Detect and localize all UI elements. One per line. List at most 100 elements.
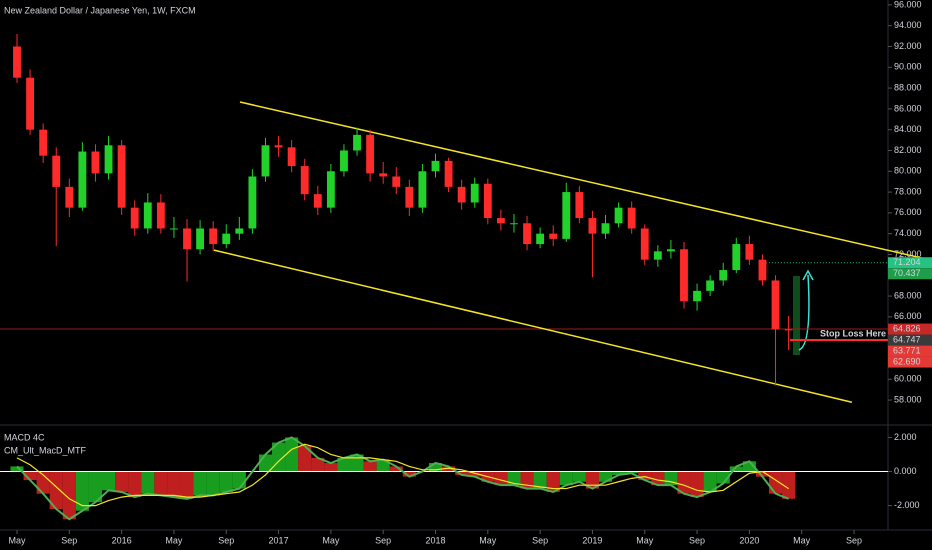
target-box [793, 276, 800, 355]
macd-histogram [23, 471, 37, 481]
candle-body [104, 145, 113, 174]
price-tag [888, 356, 932, 368]
macd-histogram [298, 445, 312, 472]
candle-body [680, 249, 688, 302]
macd-histogram [742, 461, 756, 472]
trend-line [213, 249, 853, 403]
candle-body [248, 176, 257, 229]
price-tag-label: 64.747 [893, 334, 921, 344]
y-tick-label: 82.000 [894, 145, 922, 155]
candle-body [784, 329, 793, 331]
macd-histogram [363, 461, 377, 472]
macd-histogram [533, 471, 547, 489]
candle-body [653, 251, 662, 260]
price-tag-label: 63.771 [893, 345, 921, 355]
candle-body [627, 207, 636, 229]
candle-body [706, 280, 715, 291]
x-tick-label: May [479, 535, 497, 545]
macd-histogram [677, 471, 691, 494]
candle-body [13, 46, 21, 78]
price-tag [888, 257, 932, 269]
macd-histogram [651, 471, 665, 486]
y-tick-label: 58.000 [894, 394, 922, 404]
macd-histogram [572, 471, 586, 482]
candle-body [666, 249, 675, 252]
macd-histogram [507, 471, 521, 486]
y-tick-label: 96.000 [894, 0, 922, 9]
signal-line [16, 443, 789, 507]
macd-histogram [102, 471, 116, 491]
candle-body [562, 192, 571, 239]
macd-histogram [755, 471, 769, 477]
candle-body [274, 145, 283, 148]
x-tick-label: Sep [532, 535, 548, 545]
macd-histogram [324, 463, 338, 472]
x-tick-label: May [793, 535, 811, 545]
candle-body [379, 173, 388, 177]
x-tick-label: 2016 [112, 535, 132, 545]
macd-histogram [258, 454, 273, 472]
candle-body [536, 233, 545, 245]
candle-body [418, 171, 427, 208]
y-tick-label: 60.000 [894, 374, 922, 384]
y-tick-label: 84.000 [894, 124, 922, 134]
price-tag-label: 70.437 [893, 268, 921, 278]
x-tick-label: May [636, 535, 654, 545]
y-tick-label: -2.000 [894, 500, 920, 510]
macd-histogram [10, 466, 24, 472]
x-tick-label: 2017 [269, 535, 289, 545]
candle-body [261, 145, 270, 177]
price-tag [888, 323, 932, 335]
macd-histogram [782, 471, 796, 499]
candle-body [601, 223, 610, 234]
macd-histogram [376, 459, 390, 472]
macd-histogram [729, 466, 743, 472]
indicator-title: MACD 4C [4, 432, 45, 442]
price-tag [888, 334, 932, 346]
y-tick-label: 94.000 [894, 20, 922, 30]
macd-histogram [494, 471, 508, 486]
candle-body [758, 259, 767, 281]
macd-histogram [612, 471, 626, 475]
macd-histogram [167, 471, 181, 498]
x-tick-label: Sep [689, 535, 705, 545]
candle-body [405, 186, 414, 208]
chart-title: New Zealand Dollar / Japanese Yen, 1W, F… [4, 5, 196, 15]
x-tick-label: Sep [375, 535, 391, 545]
macd-histogram [350, 454, 364, 472]
candle-body [196, 228, 205, 250]
candle-body [130, 207, 139, 229]
macd-histogram [598, 471, 613, 482]
x-tick-label: Sep [846, 535, 862, 545]
price-tag-label: 71.204 [893, 257, 921, 267]
candle-body [156, 202, 165, 229]
macd-histogram [75, 471, 89, 511]
candle-body [340, 150, 348, 172]
macd-histogram [180, 471, 194, 499]
macd-histogram [141, 471, 155, 494]
macd-histogram [337, 457, 351, 472]
macd-histogram [402, 471, 416, 477]
macd-histogram [690, 471, 704, 498]
macd-histogram [389, 466, 403, 472]
price-tag [888, 345, 932, 357]
candle-body [78, 151, 87, 208]
x-tick-label: Sep [218, 535, 234, 545]
candle-body [183, 228, 191, 250]
candle-body [65, 186, 74, 208]
x-tick-label: May [322, 535, 340, 545]
candle-body [222, 233, 231, 245]
candle-body [209, 228, 218, 245]
macd-histogram [206, 471, 220, 496]
candle-body [575, 192, 584, 219]
macd-histogram [88, 471, 103, 503]
candle-body [470, 183, 479, 203]
macd-histogram [311, 457, 325, 472]
candle-body [235, 228, 244, 234]
candle-body [143, 202, 152, 229]
macd-histogram [128, 471, 142, 498]
candle-body [39, 129, 48, 156]
annotation: Stop Loss Here [820, 328, 886, 338]
macd-histogram [442, 466, 456, 472]
